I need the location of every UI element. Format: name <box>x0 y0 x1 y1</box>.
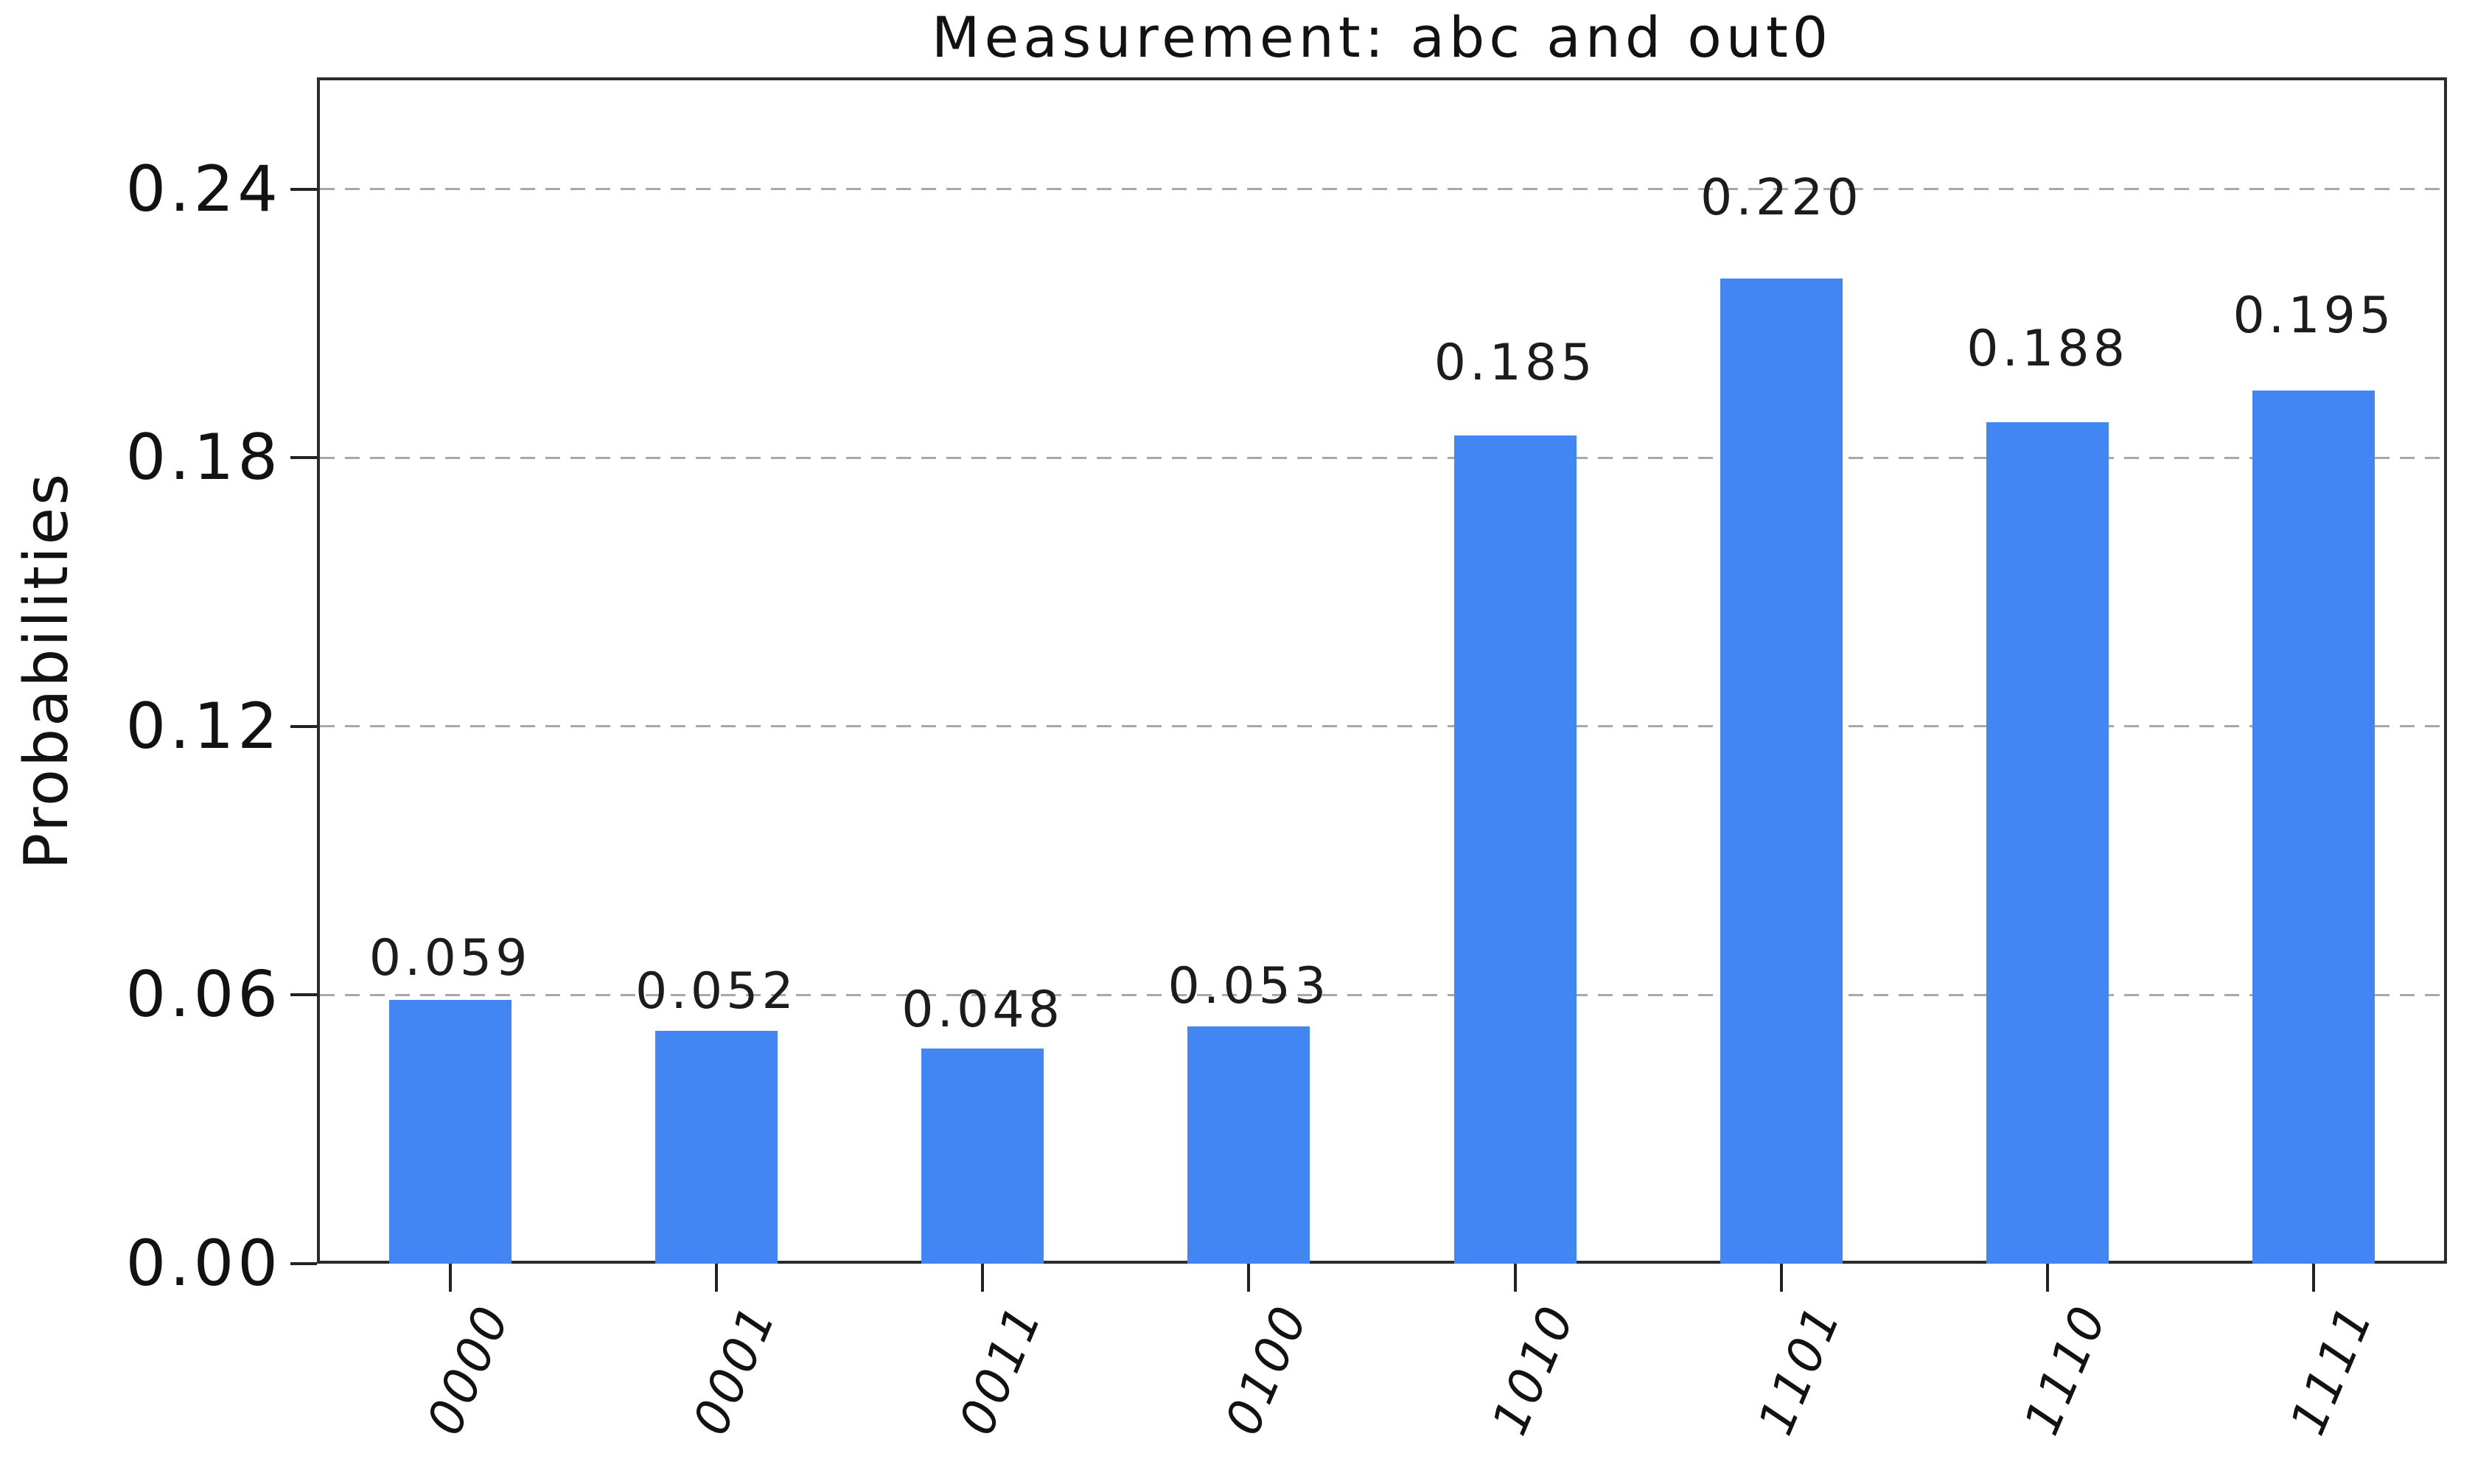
bar-value-label: 0.188 <box>1966 319 2129 378</box>
bar <box>654 1031 778 1264</box>
bar <box>1453 435 1577 1264</box>
gridline <box>320 456 2444 459</box>
y-tick-label: 0.12 <box>125 689 282 763</box>
x-tick-label: 1010 <box>1480 1295 1586 1443</box>
x-tick-label: 0001 <box>682 1295 787 1443</box>
x-tick-label: 0011 <box>948 1295 1054 1443</box>
bar-value-label: 0.195 <box>2233 287 2395 346</box>
y-tick <box>290 1262 317 1265</box>
x-tick <box>448 1264 452 1292</box>
y-tick <box>290 993 317 997</box>
bar-value-label: 0.185 <box>1434 334 1596 393</box>
bar <box>388 999 512 1264</box>
gridline <box>320 188 2444 191</box>
bar <box>1187 1026 1310 1264</box>
gridline <box>320 725 2444 728</box>
x-tick <box>2312 1264 2316 1292</box>
y-tick-label: 0.06 <box>125 958 282 1032</box>
bar-value-label: 0.059 <box>369 928 531 987</box>
chart-title: Measurement: abc and out0 <box>931 4 1833 70</box>
y-tick <box>290 187 317 191</box>
bar <box>2252 391 2375 1264</box>
x-tick <box>981 1264 985 1292</box>
bar <box>921 1049 1044 1264</box>
bar-value-label: 0.220 <box>1700 168 1863 227</box>
y-axis-label: Probabilities <box>12 472 82 869</box>
gridline <box>320 993 2444 996</box>
x-tick-label: 1111 <box>2279 1295 2385 1443</box>
bar-value-label: 0.053 <box>1167 957 1330 1016</box>
y-tick-label: 0.18 <box>125 421 282 495</box>
y-tick-label: 0.00 <box>125 1227 282 1301</box>
x-tick-label: 1110 <box>2013 1295 2119 1443</box>
x-tick-label: 0100 <box>1214 1295 1320 1443</box>
plot-area <box>317 77 2447 1264</box>
x-tick-label: 0000 <box>415 1295 521 1443</box>
y-tick <box>290 456 317 460</box>
bar-value-label: 0.048 <box>901 981 1064 1040</box>
bar <box>1986 421 2109 1264</box>
y-tick-label: 0.24 <box>125 152 282 226</box>
x-tick <box>2046 1264 2050 1292</box>
x-tick <box>714 1264 718 1292</box>
x-tick-label: 1101 <box>1747 1295 1852 1443</box>
bar-value-label: 0.052 <box>635 962 797 1021</box>
y-tick <box>290 724 317 728</box>
x-tick <box>1513 1264 1517 1292</box>
x-tick <box>1779 1264 1783 1292</box>
x-tick <box>1247 1264 1251 1292</box>
bar <box>1720 279 1843 1264</box>
